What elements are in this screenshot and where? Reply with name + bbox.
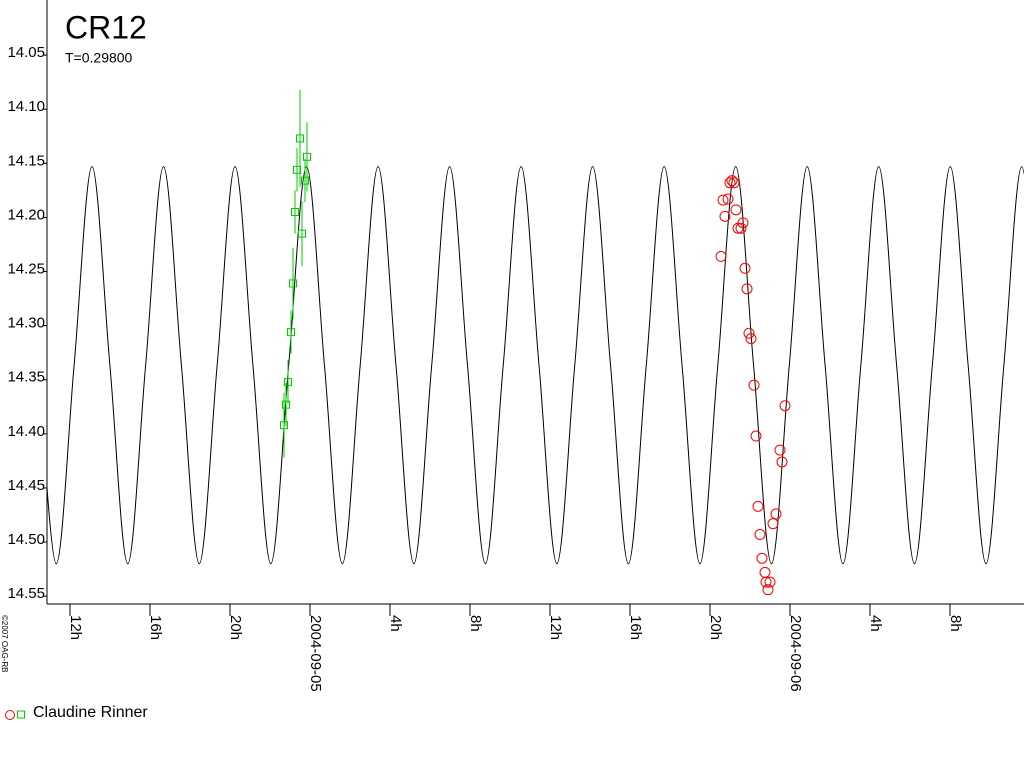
data-point [776, 456, 788, 468]
x-tick-label: 16h [627, 615, 644, 640]
data-point [728, 177, 740, 189]
legend: Claudine Rinner [5, 704, 148, 721]
y-tick-label: 14.35 [7, 369, 45, 386]
data-point [770, 508, 782, 520]
x-tick-label: 16h [147, 615, 164, 640]
data-point [289, 279, 297, 288]
x-tick-label: 12h [67, 615, 84, 640]
data-point [767, 518, 779, 530]
x-tick-label: 8h [947, 615, 964, 632]
x-tick-label: 8h [467, 615, 484, 632]
data-point [743, 327, 755, 339]
y-tick-label: 14.45 [7, 477, 45, 494]
legend-marker [5, 710, 15, 720]
copyright: ©2007 OAG-RB [0, 615, 9, 672]
model-curve [47, 166, 1024, 565]
y-tick-label: 14.50 [7, 531, 45, 548]
data-point [730, 204, 742, 216]
data-point [280, 421, 288, 430]
data-point [779, 400, 791, 412]
data-point [298, 229, 306, 238]
data-point [284, 377, 292, 386]
y-tick-label: 14.25 [7, 261, 45, 278]
data-point [287, 328, 295, 337]
data-point [756, 552, 768, 564]
data-point [717, 194, 729, 206]
x-tick-label: 4h [387, 615, 404, 632]
data-point [722, 193, 734, 205]
data-point [741, 283, 753, 295]
data-point [296, 134, 304, 143]
y-tick-label: 14.30 [7, 315, 45, 332]
chart-title: CR12 [65, 9, 147, 45]
legend-label: Claudine Rinner [33, 704, 148, 721]
data-point [739, 262, 751, 274]
data-point [760, 576, 772, 588]
data-point [719, 210, 731, 222]
chart-subtitle: T=0.29800 [65, 50, 133, 66]
data-point [282, 400, 290, 409]
y-tick-label: 14.15 [7, 152, 45, 169]
data-point [737, 217, 749, 229]
x-tick-label: 20h [707, 615, 724, 640]
data-point [291, 208, 299, 217]
data-point [759, 566, 771, 578]
data-point [724, 177, 736, 189]
data-point [735, 222, 747, 234]
data-point [745, 333, 757, 345]
x-tick-label: 2004-09-06 [787, 615, 804, 692]
x-tick-label: 2004-09-05 [307, 615, 324, 692]
data-point [764, 576, 776, 588]
y-tick-label: 14.05 [7, 44, 45, 61]
data-point [774, 444, 786, 456]
data-point [726, 175, 738, 187]
y-tick-label: 14.40 [7, 423, 45, 440]
data-point [752, 500, 764, 512]
data-point [748, 379, 760, 391]
legend-marker [17, 710, 25, 719]
x-tick-label: 20h [227, 615, 244, 640]
y-tick-label: 14.20 [7, 206, 45, 223]
data-point [754, 528, 766, 540]
data-point [750, 430, 762, 442]
data-point [762, 584, 774, 596]
x-tick-label: 12h [547, 615, 564, 640]
y-tick-label: 14.55 [7, 585, 45, 602]
data-point [303, 152, 311, 161]
y-tick-label: 14.10 [7, 98, 45, 115]
x-tick-label: 4h [867, 615, 884, 632]
data-point [301, 176, 309, 185]
data-point [715, 250, 727, 262]
